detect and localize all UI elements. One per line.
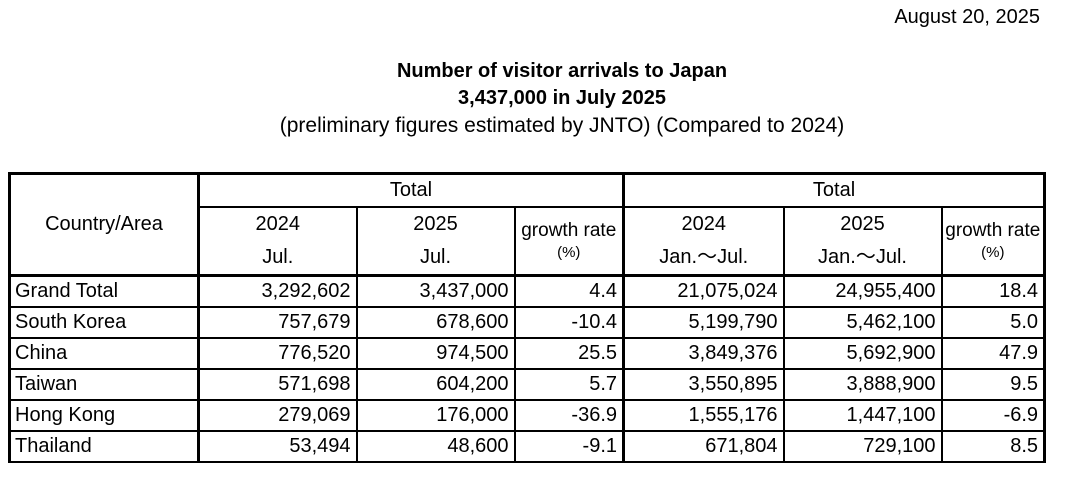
cell-jan-jul-2025: 3,888,900 <box>782 367 943 401</box>
col-header-period: Jan.～Jul. <box>659 245 749 268</box>
cell-jan-jul-2024: 5,199,790 <box>622 305 785 339</box>
cell-growth-jul: -10.4 <box>513 305 626 339</box>
col-header-2024-jul: 2024 Jul. <box>197 205 358 277</box>
cell-country: Taiwan <box>8 367 200 401</box>
table-row-south-korea: South Korea 757,679 678,600 -10.4 5,199,… <box>8 305 1046 339</box>
cell-jul-2024: 53,494 <box>197 429 358 463</box>
header-row-columns: 2024 Jul. 2025 Jul. growth rate (%) 2024… <box>10 205 1046 277</box>
title-line1: Number of visitor arrivals to Japan <box>396 60 728 82</box>
cell-jul-2025: 604,200 <box>355 367 516 401</box>
group-header-total-jul: Total <box>197 172 626 208</box>
col-header-2025-jan-jul: 2025 Jan.～Jul. <box>782 205 943 277</box>
growth-rate-unit: (%) <box>981 244 1005 262</box>
table-row-grand-total: Grand Total 3,292,602 3,437,000 4.4 21,0… <box>8 274 1046 308</box>
title-block: Number of visitor arrivals to Japan 3,43… <box>56 58 1068 139</box>
cell-growth-jul: 5.7 <box>513 367 626 401</box>
col-header-year: 2025 <box>413 212 458 235</box>
cell-jan-jul-2024: 671,804 <box>622 429 785 463</box>
col-header-growth-rate-jul: growth rate (%) <box>513 205 626 277</box>
cell-growth-jan-jul: -6.9 <box>940 398 1046 432</box>
col-header-year: 2025 <box>840 212 885 235</box>
cell-jan-jul-2025: 24,955,400 <box>782 274 943 308</box>
table-row-thailand: Thailand 53,494 48,600 -9.1 671,804 729,… <box>8 429 1046 463</box>
cell-jan-jul-2024: 3,550,895 <box>622 367 785 401</box>
cell-jul-2024: 776,520 <box>197 336 358 370</box>
cell-growth-jan-jul: 9.5 <box>940 367 1046 401</box>
col-header-growth-rate-jan-jul: growth rate (%) <box>940 205 1046 277</box>
cell-jan-jul-2025: 5,462,100 <box>782 305 943 339</box>
growth-rate-label: growth rate <box>521 220 617 242</box>
cell-jul-2025: 678,600 <box>355 305 516 339</box>
cell-country: China <box>8 336 200 370</box>
col-header-2025-jul: 2025 Jul. <box>355 205 516 277</box>
cell-country: Thailand <box>8 429 200 463</box>
cell-jan-jul-2024: 21,075,024 <box>622 274 785 308</box>
growth-rate-label: growth rate <box>945 220 1041 242</box>
cell-growth-jul: -9.1 <box>513 429 626 463</box>
table-row-taiwan: Taiwan 571,698 604,200 5.7 3,550,895 3,8… <box>8 367 1046 401</box>
cell-country: South Korea <box>8 305 200 339</box>
title-line3: (preliminary figures estimated by JNTO) … <box>279 114 845 137</box>
cell-growth-jul: 25.5 <box>513 336 626 370</box>
cell-jan-jul-2025: 729,100 <box>782 429 943 463</box>
cell-growth-jul: -36.9 <box>513 398 626 432</box>
cell-jul-2025: 176,000 <box>355 398 516 432</box>
col-header-period: Jan.～Jul. <box>818 245 907 268</box>
table-row-china: China 776,520 974,500 25.5 3,849,376 5,6… <box>8 336 1046 370</box>
title-line2: 3,437,000 in July 2025 <box>458 87 666 109</box>
cell-country: Hong Kong <box>8 398 200 432</box>
visitor-arrivals-table: Country/Area Total Total 2024 Jul. 2025 … <box>8 172 1047 463</box>
cell-jan-jul-2025: 1,447,100 <box>782 398 943 432</box>
growth-rate-unit: (%) <box>557 244 581 262</box>
group-header-total-jan-jul: Total <box>622 172 1046 208</box>
country-area-header: Country/Area <box>8 172 200 277</box>
cell-growth-jan-jul: 8.5 <box>940 429 1046 463</box>
cell-growth-jan-jul: 5.0 <box>940 305 1046 339</box>
col-header-year: 2024 <box>255 212 301 235</box>
header-row-groups: Country/Area Total Total <box>8 172 1046 277</box>
cell-growth-jan-jul: 47.9 <box>940 336 1046 370</box>
col-header-year: 2024 <box>681 212 727 235</box>
report-date: August 20, 2025 <box>894 6 1040 28</box>
cell-jul-2024: 279,069 <box>197 398 358 432</box>
cell-jan-jul-2024: 3,849,376 <box>622 336 785 370</box>
cell-growth-jul: 4.4 <box>513 274 626 308</box>
cell-jul-2024: 757,679 <box>197 305 358 339</box>
cell-jan-jul-2025: 5,692,900 <box>782 336 943 370</box>
cell-jul-2025: 48,600 <box>355 429 516 463</box>
cell-jan-jul-2024: 1,555,176 <box>622 398 785 432</box>
cell-jul-2025: 3,437,000 <box>355 274 516 308</box>
col-header-period: Jul. <box>262 245 294 268</box>
cell-jul-2025: 974,500 <box>355 336 516 370</box>
cell-jul-2024: 571,698 <box>197 367 358 401</box>
table-row-hong-kong: Hong Kong 279,069 176,000 -36.9 1,555,17… <box>8 398 1046 432</box>
col-header-period: Jul. <box>419 245 452 268</box>
cell-growth-jan-jul: 18.4 <box>940 274 1046 308</box>
cell-country: Grand Total <box>8 274 200 308</box>
cell-jul-2024: 3,292,602 <box>197 274 358 308</box>
col-header-2024-jan-jul: 2024 Jan.～Jul. <box>622 205 785 277</box>
